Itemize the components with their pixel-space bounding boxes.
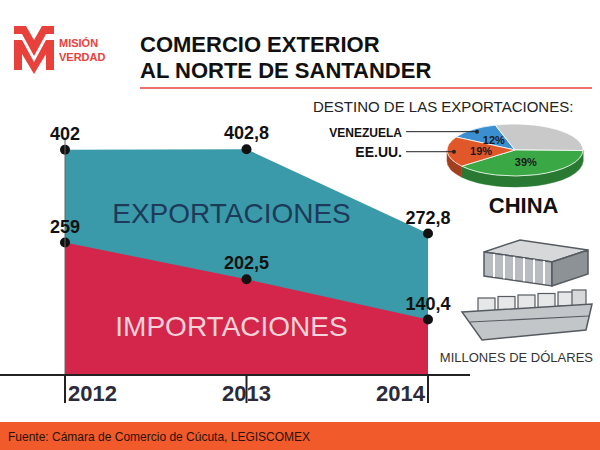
- plot-area: [60, 144, 433, 375]
- logo-text: VERDAD: [59, 51, 106, 63]
- x-tick: [427, 375, 429, 403]
- container-stripe: [543, 261, 545, 284]
- pie-title: DESTINO DE LAS EXPORTACIONES:: [313, 98, 573, 115]
- container-side: [552, 250, 588, 286]
- marker: [242, 144, 252, 154]
- logo-icon: [14, 40, 54, 74]
- leader-dot: [475, 130, 479, 134]
- ship-hull: [462, 304, 592, 340]
- container-stripe: [533, 260, 535, 283]
- container-front: [484, 252, 552, 286]
- y-axis: [65, 138, 66, 375]
- logo-text: MISIÓN: [59, 37, 98, 49]
- x-axis: [0, 374, 470, 376]
- data-label: 140,4: [405, 294, 450, 314]
- x-tick: [64, 375, 66, 403]
- infographic: MISIÓN VERDAD COMERCIO EXTERIORAL NORTE DE…: [0, 0, 600, 450]
- logo: MISIÓN VERDAD: [14, 26, 106, 74]
- leader-line: [406, 151, 454, 152]
- footer-bar: [0, 422, 600, 450]
- data-label: 202,5: [224, 253, 269, 273]
- data-label: 402: [50, 124, 80, 144]
- container-stripe: [523, 258, 525, 281]
- marker: [423, 315, 433, 325]
- pie: [447, 124, 583, 187]
- container-stripe: [503, 255, 505, 278]
- area: [65, 149, 428, 375]
- ship-stripe: [470, 316, 589, 322]
- container-stripe: [493, 254, 495, 277]
- ship-container: [538, 294, 555, 308]
- series-label: EXPORTACIONES: [112, 198, 351, 229]
- data-label: 259: [50, 217, 80, 237]
- container-icon: [484, 240, 588, 286]
- marker: [423, 229, 433, 239]
- ship-icon: [462, 290, 592, 340]
- title-rule: [140, 87, 592, 89]
- data-label: 272,8: [405, 208, 450, 228]
- title: AL NORTE DE SANTANDER: [140, 58, 431, 83]
- container-stripe: [513, 257, 515, 280]
- pie-value-label: 39%: [515, 156, 537, 168]
- data-label: 402,8: [224, 123, 269, 143]
- pie-category-label: VENEZUELA: [329, 126, 402, 140]
- marker: [242, 274, 252, 284]
- x-tick-label: 2013: [222, 381, 271, 406]
- source: Fuente: Cámara de Comercio de Cúcuta, LE…: [8, 430, 310, 444]
- pie-category-label: EE.UU.: [355, 144, 402, 160]
- area: [65, 243, 428, 375]
- x-tick-label: 2012: [68, 381, 117, 406]
- x-tick-label: 2014: [376, 381, 426, 406]
- ship-container: [518, 295, 535, 309]
- leader-dot: [452, 150, 456, 154]
- pie-category-label: CHINA: [489, 193, 559, 218]
- title: COMERCIO EXTERIOR: [140, 32, 380, 57]
- pie-value-label: 19%: [470, 145, 492, 157]
- unit-label: MILLONES DE DÓLARES: [440, 350, 593, 365]
- background: [0, 0, 600, 450]
- leader-line: [406, 131, 477, 132]
- series-label: IMPORTACIONES: [115, 311, 347, 342]
- pie-slice: [495, 124, 583, 151]
